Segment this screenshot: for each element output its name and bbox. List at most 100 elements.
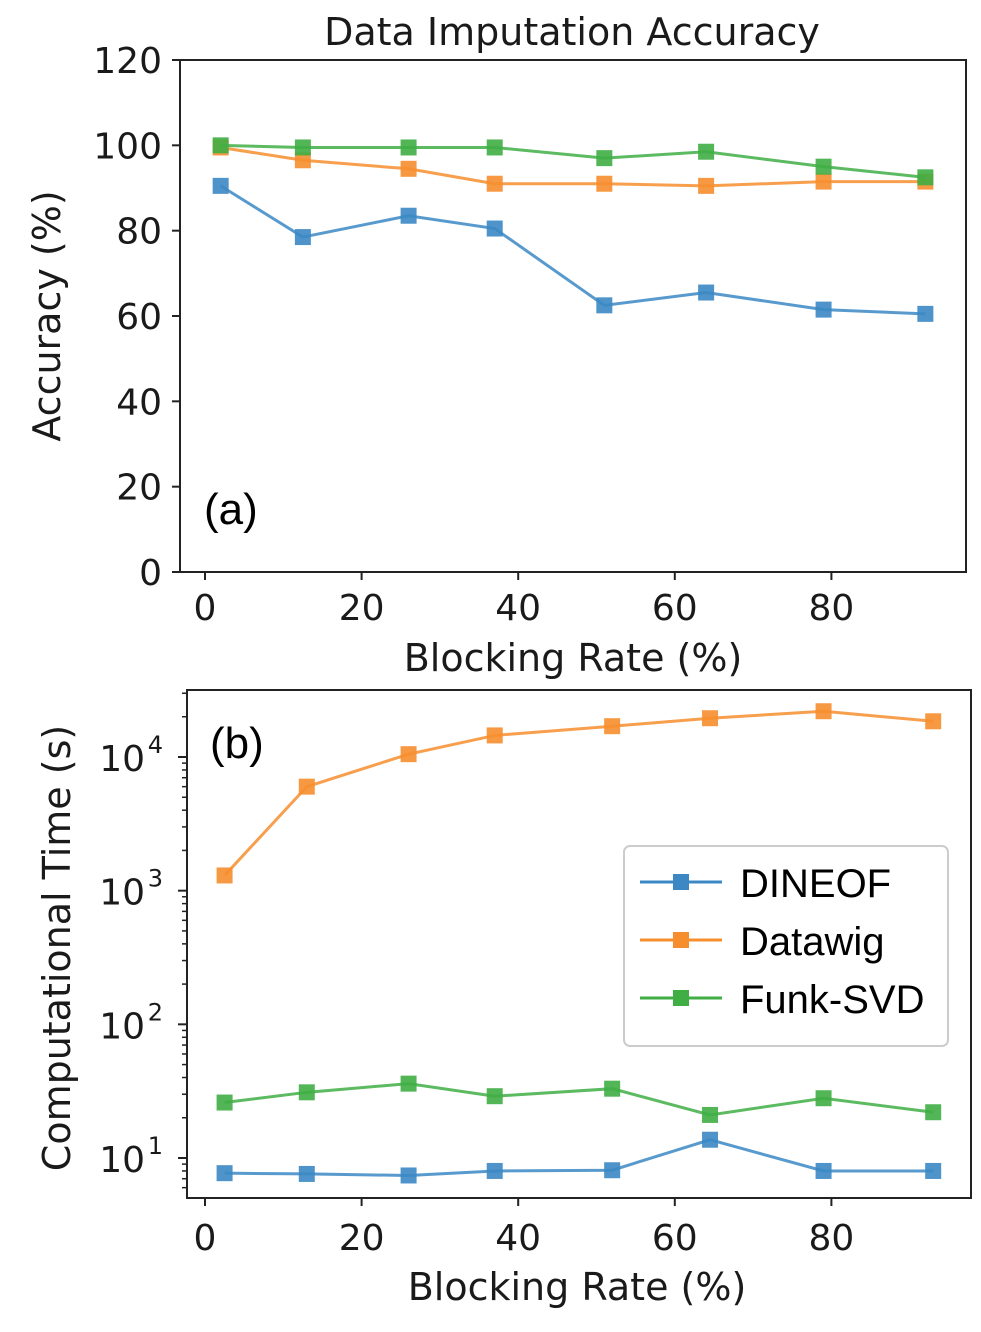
chart-b-point-funk-svd (216, 1094, 233, 1111)
chart-a-ytick-label: 60 (116, 297, 162, 338)
chart-a-xtick-label: 80 (808, 588, 854, 629)
chart-a-xtick-label: 60 (652, 588, 698, 629)
chart-b-ytick-exponent: 3 (148, 865, 163, 893)
chart-a-point-funk-svd (917, 169, 934, 186)
chart-a-ytick-label: 0 (139, 553, 162, 594)
chart-b-point-datawig (604, 718, 621, 735)
chart-a-line-dineof (219, 184, 926, 316)
chart-a-point-dineof (596, 297, 613, 314)
chart-b-point-dineof (298, 1165, 315, 1182)
chart-b-ytick-label: 10 (99, 873, 145, 914)
chart-b-point-funk-svd (702, 1106, 719, 1123)
chart-b-x-ticks: 0 20 40 60 80 (194, 1198, 854, 1259)
chart-a-point-funk-svd (294, 139, 311, 156)
chart-a-ytick-label: 80 (116, 212, 162, 253)
chart-b-point-dineof (400, 1167, 417, 1184)
chart-b-point-dineof (486, 1162, 503, 1179)
chart-b-ylabel: Computational Time (s) (35, 725, 79, 1171)
chart-b-xtick-label: 20 (339, 1218, 385, 1259)
chart-b-ytick-exponent: 1 (148, 1132, 163, 1160)
chart-b-ytick-label: 10 (99, 739, 145, 780)
chart-b-xlabel: Blocking Rate (%) (408, 1265, 747, 1309)
chart-b-xtick-label: 40 (495, 1218, 541, 1259)
chart-a-point-datawig (294, 152, 311, 169)
chart-a-point-datawig (815, 173, 832, 190)
chart-a-point-datawig (400, 160, 417, 177)
chart-a-ytick-label: 120 (93, 41, 162, 82)
chart-a-y-ticks: 0 20 40 60 80 100 120 (93, 41, 180, 594)
chart-b-line-dineof (224, 1138, 934, 1177)
chart-a-title: Data Imputation Accuracy (324, 10, 820, 54)
chart-a-point-funk-svd (212, 137, 229, 154)
chart-b-point-funk-svd (486, 1088, 503, 1105)
chart-b-point-datawig (486, 727, 503, 744)
chart-a-frame (179, 59, 967, 573)
chart-a-point-funk-svd (400, 139, 417, 156)
chart-a-xlabel: Blocking Rate (%) (404, 636, 743, 680)
chart-a-series (212, 137, 934, 322)
chart-b-point-funk-svd (604, 1080, 621, 1097)
chart-a-x-ticks: 0 20 40 60 80 (194, 572, 854, 629)
legend-marker-funk-svd (673, 990, 689, 1006)
chart-b-xtick-label: 60 (652, 1218, 698, 1259)
chart-a-point-funk-svd (486, 139, 503, 156)
chart-a-ylabel: Accuracy (%) (25, 190, 69, 441)
chart-b-ytick-label: 10 (99, 1006, 145, 1047)
chart-b-point-dineof (815, 1162, 832, 1179)
chart-a-point-dineof (400, 207, 417, 224)
chart-b-point-funk-svd (298, 1084, 315, 1101)
chart-b-line-funk-svd (224, 1082, 934, 1117)
chart-a-point-datawig (486, 175, 503, 192)
chart-a-point-dineof (698, 284, 715, 301)
chart-a-line-funk-svd (220, 143, 926, 179)
chart-a-point-datawig (698, 177, 715, 194)
chart-a-line-datawig (220, 145, 926, 188)
chart-a-point-funk-svd (815, 158, 832, 175)
chart-b-point-funk-svd (925, 1104, 942, 1121)
chart-b-point-dineof (216, 1165, 233, 1182)
chart-a-xtick-label: 20 (339, 588, 385, 629)
chart-b-xtick-label: 0 (194, 1218, 217, 1259)
chart-a-xtick-label: 0 (194, 588, 217, 629)
chart-b-point-datawig (298, 778, 315, 795)
chart-b-point-dineof (925, 1162, 942, 1179)
legend-marker-datawig (673, 932, 689, 948)
chart-b-ytick-label: 10 (99, 1140, 145, 1181)
chart-a-ytick-label: 100 (93, 126, 162, 167)
chart-b-point-datawig (216, 867, 233, 884)
legend-label-dineof: DINEOF (740, 862, 891, 906)
chart-b-point-funk-svd (815, 1090, 832, 1107)
legend-label-funk-svd: Funk-SVD (740, 978, 925, 1022)
chart-b-ytick-exponent: 4 (148, 731, 163, 759)
chart-b-xtick-label: 80 (808, 1218, 854, 1259)
chart-b-point-funk-svd (400, 1075, 417, 1092)
legend-marker-dineof (673, 874, 689, 890)
chart-a-point-datawig (596, 175, 613, 192)
chart-b-point-datawig (925, 713, 942, 730)
chart-b-line-datawig (223, 709, 934, 877)
chart-b-point-dineof (604, 1162, 621, 1179)
chart-a-point-dineof (294, 229, 311, 246)
chart-b-point-datawig (702, 710, 719, 727)
chart-a-panel-label: (a) (204, 485, 258, 534)
chart-a-point-dineof (212, 177, 229, 194)
chart-a-point-dineof (815, 301, 832, 318)
legend-box (623, 845, 949, 1047)
chart-b-panel-label: (b) (210, 719, 264, 768)
legend-label-datawig: Datawig (740, 920, 885, 964)
chart-a-point-funk-svd (596, 150, 613, 167)
chart-b-series (216, 703, 942, 1184)
chart-b-point-dineof (702, 1131, 719, 1148)
chart-a-ytick-label: 40 (116, 382, 162, 423)
chart-b-point-datawig (815, 703, 832, 720)
chart-b-point-datawig (400, 746, 417, 763)
chart-a-point-dineof (917, 305, 934, 322)
chart-b-legend: DINEOF Datawig Funk-SVD (623, 845, 949, 1047)
chart-a: Data Imputation Accuracy 0 20 40 60 80 0 20 40… (25, 10, 967, 680)
chart-a-ytick-label: 20 (116, 468, 162, 509)
chart-a-point-funk-svd (698, 143, 715, 160)
chart-a-xtick-label: 40 (495, 588, 541, 629)
